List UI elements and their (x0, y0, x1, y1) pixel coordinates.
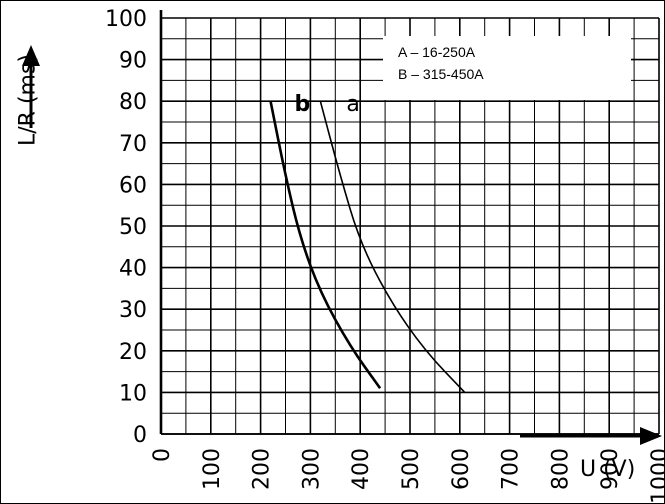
legend-entry-b: B – 315-450A (398, 66, 484, 82)
y-tick-label: 50 (119, 215, 147, 240)
x-tick-label: 0 (150, 448, 175, 462)
legend-box: A – 16-250A B – 315-450A (383, 36, 631, 100)
y-tick-label: 40 (119, 257, 147, 282)
y-tick-label: 80 (119, 90, 147, 115)
series-label-a: a (346, 92, 359, 117)
x-tick-label: 200 (250, 448, 275, 490)
y-tick-label: 30 (119, 298, 147, 323)
legend-entry-a: A – 16-250A (398, 44, 476, 60)
y-tick-label: 90 (119, 49, 147, 74)
y-tick-label: 100 (105, 7, 147, 32)
series (269, 100, 466, 393)
x-tick-label: 100 (200, 448, 225, 490)
y-tick-label: 20 (119, 340, 147, 365)
y-tick-label: 10 (119, 381, 147, 406)
x-axis-label: U (V) (580, 457, 636, 482)
y-axis-label: L/R (ms) (15, 53, 41, 147)
y-tick-label: 70 (119, 132, 147, 157)
axis-arrows (22, 45, 662, 445)
y-tick-label: 60 (119, 173, 147, 198)
x-tick-label: 600 (449, 448, 474, 490)
y-axis-arrow-head (22, 45, 40, 66)
x-tick-label: 700 (499, 448, 524, 490)
axes (159, 10, 659, 435)
series-line-a (319, 100, 466, 393)
x-tick-label: 1000 (648, 448, 665, 504)
series-label-b: b (295, 92, 311, 117)
x-tick-label: 500 (399, 448, 424, 490)
x-tick-label: 400 (349, 448, 374, 490)
x-tick-label: 300 (299, 448, 324, 490)
x-axis-arrow-head (640, 427, 662, 445)
y-tick-label: 0 (133, 423, 147, 448)
series-line-b (269, 100, 382, 389)
x-tick-label: 800 (548, 448, 573, 490)
x-tick-label: 900 (598, 448, 623, 490)
